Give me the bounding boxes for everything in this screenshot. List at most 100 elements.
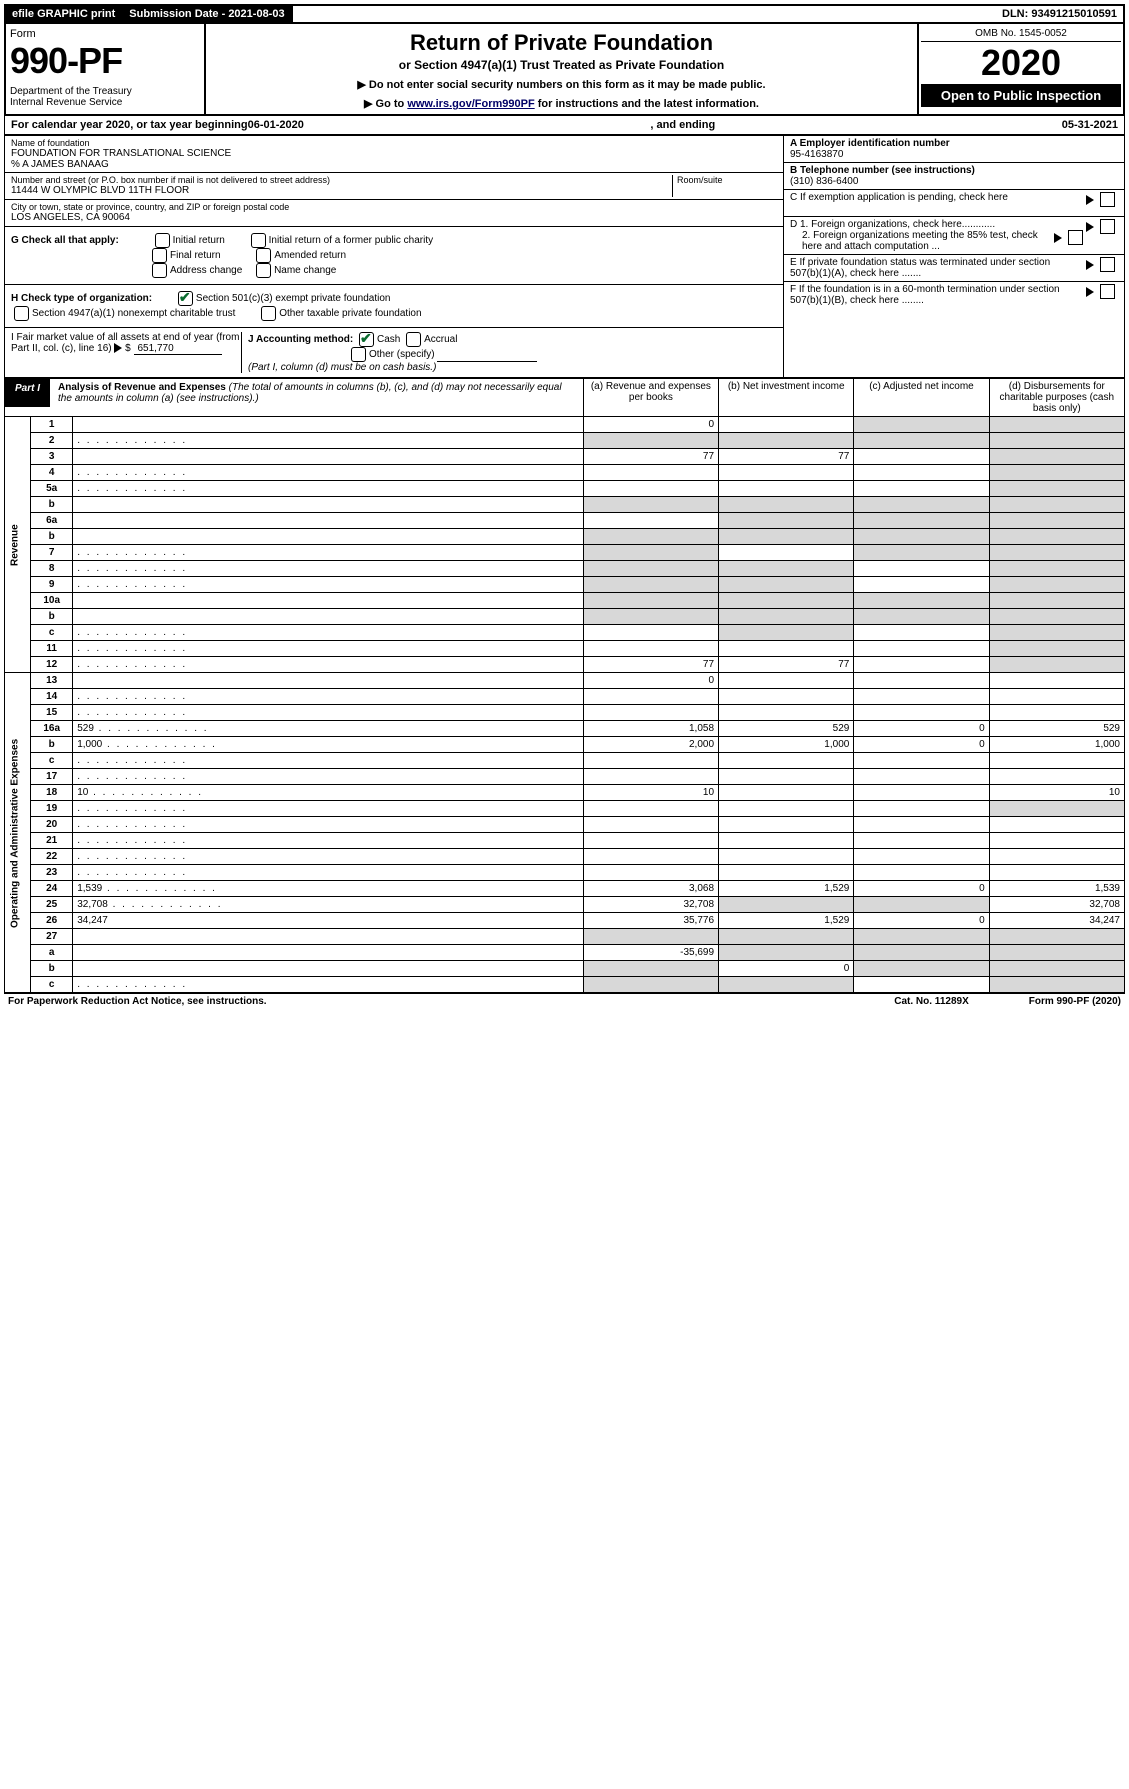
ty-begin: 06-01-2020	[248, 119, 304, 131]
cell-a: 0	[583, 673, 718, 689]
cell-c	[854, 865, 989, 881]
chk-e[interactable]	[1100, 257, 1115, 272]
cell-d	[989, 657, 1124, 673]
cell-d	[989, 529, 1124, 545]
g-checks: G Check all that apply: Initial return I…	[5, 227, 783, 285]
efile-chip: efile GRAPHIC print	[6, 6, 123, 22]
h2: Section 4947(a)(1) nonexempt charitable …	[32, 308, 235, 319]
cell-d	[989, 849, 1124, 865]
cell-d	[989, 833, 1124, 849]
line-number: 6a	[31, 513, 73, 529]
table-row: a-35,699	[5, 945, 1125, 961]
chk-amended[interactable]	[256, 248, 271, 263]
ein-cell: A Employer identification number 95-4163…	[784, 136, 1124, 163]
table-row: c	[5, 753, 1125, 769]
line-description	[73, 753, 584, 769]
cell-d	[989, 513, 1124, 529]
cell-b	[719, 545, 854, 561]
chk-501c3[interactable]	[178, 291, 193, 306]
table-row: 22	[5, 849, 1125, 865]
line-description	[73, 833, 584, 849]
cell-c	[854, 545, 989, 561]
chk-accrual[interactable]	[406, 332, 421, 347]
cell-a: -35,699	[583, 945, 718, 961]
cell-d	[989, 625, 1124, 641]
line-description	[73, 961, 584, 977]
tax-year: 2020	[921, 42, 1121, 84]
line-description: 10	[73, 785, 584, 801]
cell-a: 35,776	[583, 913, 718, 929]
cell-a	[583, 641, 718, 657]
cell-b	[719, 513, 854, 529]
cell-c	[854, 977, 989, 993]
cell-d	[989, 465, 1124, 481]
g-label: G Check all that apply:	[11, 235, 119, 246]
chk-c[interactable]	[1100, 192, 1115, 207]
j-cash: Cash	[377, 334, 400, 345]
line-description: 529	[73, 721, 584, 737]
cell-b	[719, 785, 854, 801]
cell-c	[854, 785, 989, 801]
table-row: 14	[5, 689, 1125, 705]
table-row: 21	[5, 833, 1125, 849]
g-item-0: Initial return	[173, 235, 225, 246]
chk-other-taxable[interactable]	[261, 306, 276, 321]
chk-initial-former[interactable]	[251, 233, 266, 248]
chk-address-change[interactable]	[152, 263, 167, 278]
chk-cash[interactable]	[359, 332, 374, 347]
department: Department of the Treasury Internal Reve…	[10, 86, 200, 108]
line-number: 21	[31, 833, 73, 849]
cell-d	[989, 705, 1124, 721]
cell-c	[854, 449, 989, 465]
table-row: b1,0002,0001,00001,000	[5, 737, 1125, 753]
table-row: b	[5, 497, 1125, 513]
table-row: 9	[5, 577, 1125, 593]
cell-c	[854, 817, 989, 833]
cell-d	[989, 497, 1124, 513]
cell-c	[854, 705, 989, 721]
table-row: 19	[5, 801, 1125, 817]
cell-d: 34,247	[989, 913, 1124, 929]
chk-initial-return[interactable]	[155, 233, 170, 248]
line-number: 26	[31, 913, 73, 929]
cell-a: 77	[583, 657, 718, 673]
cell-c: 0	[854, 737, 989, 753]
cell-b	[719, 929, 854, 945]
cell-a	[583, 577, 718, 593]
cell-d: 529	[989, 721, 1124, 737]
address-cell: Number and street (or P.O. box number if…	[5, 173, 783, 200]
chk-name-change[interactable]	[256, 263, 271, 278]
top-bar: efile GRAPHIC print Submission Date - 20…	[4, 4, 1125, 24]
header-left: Form 990-PF Department of the Treasury I…	[6, 24, 206, 114]
b-label: B Telephone number (see instructions)	[790, 165, 975, 176]
cell-b	[719, 433, 854, 449]
other-specify-line[interactable]	[437, 349, 537, 362]
cell-d	[989, 433, 1124, 449]
chk-d1[interactable]	[1100, 219, 1115, 234]
line-description	[73, 497, 584, 513]
cell-b	[719, 641, 854, 657]
chk-d2[interactable]	[1068, 230, 1083, 245]
footer-left: For Paperwork Reduction Act Notice, see …	[8, 996, 267, 1007]
chk-final-return[interactable]	[152, 248, 167, 263]
table-row: 241,5393,0681,52901,539	[5, 881, 1125, 897]
cell-b	[719, 625, 854, 641]
irs-link[interactable]: www.irs.gov/Form990PF	[407, 98, 534, 110]
cell-a	[583, 929, 718, 945]
table-row: 15	[5, 705, 1125, 721]
cell-b	[719, 417, 854, 433]
table-row: b0	[5, 961, 1125, 977]
cell-c: 0	[854, 721, 989, 737]
cell-b: 0	[719, 961, 854, 977]
line-number: 14	[31, 689, 73, 705]
chk-4947[interactable]	[14, 306, 29, 321]
chk-other-method[interactable]	[351, 347, 366, 362]
cell-b	[719, 689, 854, 705]
line-number: b	[31, 961, 73, 977]
line-number: 5a	[31, 481, 73, 497]
footer-mid: Cat. No. 11289X	[894, 996, 968, 1007]
cell-d	[989, 961, 1124, 977]
chk-f[interactable]	[1100, 284, 1115, 299]
line-number: c	[31, 753, 73, 769]
cell-d	[989, 769, 1124, 785]
